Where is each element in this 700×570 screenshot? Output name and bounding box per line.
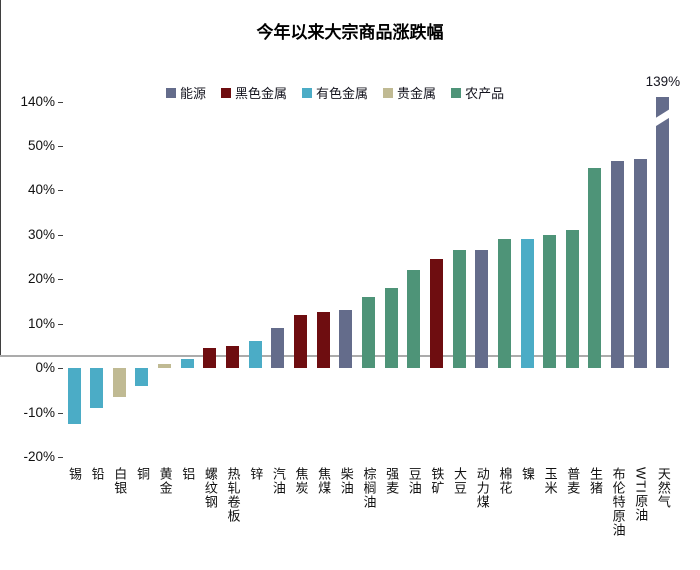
y-tick-label: -20% — [23, 449, 55, 464]
y-tick-label: 140% — [20, 94, 55, 109]
x-axis-label-23: 生猪 — [587, 467, 603, 495]
bar-26 — [656, 97, 670, 368]
bar-1 — [90, 368, 104, 409]
bar-24 — [611, 161, 625, 368]
legend-swatch-agricultural — [451, 87, 462, 98]
y-axis-tick — [58, 368, 63, 369]
legend-swatch-energy — [166, 87, 176, 98]
bar-15 — [407, 270, 421, 368]
x-axis-label-22: 普麦 — [565, 467, 581, 495]
bar-19 — [497, 238, 511, 368]
bar-0 — [67, 368, 81, 424]
bar-23 — [588, 167, 602, 368]
bar-5 — [180, 359, 194, 368]
x-axis-label-14: 强麦 — [384, 467, 400, 495]
y-tick-label: 0% — [35, 360, 55, 375]
bar-16 — [429, 258, 443, 368]
legend-item-nonferrous-metals: 有色金属 — [302, 83, 368, 102]
legend-swatch-ferrous-metals — [221, 87, 232, 98]
legend-item-precious-metals: 贵金属 — [383, 83, 436, 102]
legend-swatch-nonferrous-metals — [302, 87, 313, 98]
chart-legend: 能源 黑色金属 有色金属 贵金属 农产品 — [166, 83, 504, 102]
x-axis-label-10: 焦炭 — [293, 467, 309, 495]
x-axis-label-16: 铁矿 — [429, 467, 445, 495]
legend-label: 黑色金属 — [235, 86, 288, 101]
y-tick-label: 50% — [27, 137, 55, 153]
y-tick-label: -10% — [23, 404, 55, 420]
x-axis-label-18: 动力煤 — [474, 467, 490, 509]
legend-item-agricultural: 农产品 — [451, 83, 504, 102]
x-axis-label-3: 铜 — [134, 467, 150, 481]
legend-swatch-precious-metals — [383, 87, 394, 98]
y-axis-line — [0, 0, 1, 355]
x-axis-label-12: 柴油 — [338, 467, 354, 495]
x-axis-label-8: 锌 — [248, 467, 264, 481]
bar-13 — [361, 296, 375, 368]
x-axis-label-5: 铝 — [180, 467, 196, 481]
x-axis-label-1: 铅 — [89, 467, 105, 481]
bar-22 — [565, 230, 579, 368]
y-axis-tick — [58, 190, 63, 191]
y-tick-label: 40% — [27, 182, 55, 197]
legend-label: 农产品 — [465, 86, 505, 101]
x-axis-label-24: 布伦特原油 — [610, 467, 626, 537]
legend-item-energy: 能源 — [166, 83, 206, 102]
x-axis-label-21: 玉米 — [542, 467, 558, 495]
bar-9 — [271, 327, 285, 368]
bar-14 — [384, 287, 398, 368]
x-axis-label-20: 镍 — [520, 467, 535, 481]
y-axis-tick — [58, 102, 63, 103]
x-axis-label-26: 天然气 — [655, 467, 671, 509]
y-axis-tick — [58, 145, 63, 147]
bar-25 — [633, 158, 647, 368]
y-axis-tick — [58, 323, 63, 325]
bar-20 — [520, 238, 534, 368]
x-axis-label-7: 热轧卷板 — [225, 467, 241, 523]
x-axis-label-11: 焦煤 — [316, 467, 332, 495]
bar-3 — [135, 368, 149, 386]
legend-label: 有色金属 — [316, 86, 369, 101]
legend-label: 能源 — [180, 86, 207, 101]
y-axis-tick — [58, 412, 63, 414]
x-axis-label-4: 黄金 — [157, 467, 173, 495]
bar-7 — [226, 345, 240, 368]
x-axis-label-6: 螺纹钢 — [202, 467, 218, 509]
bar-4 — [158, 363, 172, 368]
y-axis-tick — [58, 457, 63, 458]
y-axis-tick — [58, 234, 63, 236]
bar-8 — [248, 341, 262, 368]
bar-data-label: 139% — [645, 74, 681, 89]
x-axis-label-13: 棕榈油 — [361, 467, 377, 509]
x-axis-label-9: 汽油 — [270, 467, 286, 495]
bar-18 — [475, 250, 489, 368]
y-axis-tick — [58, 279, 63, 280]
y-tick-label: 10% — [27, 315, 55, 331]
legend-label: 贵金属 — [397, 86, 437, 101]
y-tick-label: 20% — [27, 271, 55, 286]
y-tick-label: 30% — [27, 226, 55, 242]
bar-6 — [203, 347, 217, 368]
chart-title: 今年以来大宗商品涨跌幅 — [256, 23, 444, 42]
x-axis-label-25: WTI原油 — [633, 467, 649, 522]
bar-10 — [294, 314, 307, 368]
bar-17 — [452, 250, 466, 368]
bar-2 — [112, 368, 126, 397]
x-axis-label-19: 棉花 — [497, 467, 513, 495]
x-axis-label-2: 白银 — [112, 467, 128, 495]
bar-21 — [543, 234, 557, 368]
x-axis-label-15: 豆油 — [406, 467, 422, 495]
x-axis-label-0: 锡 — [67, 467, 82, 481]
bar-11 — [316, 312, 330, 368]
bar-12 — [339, 310, 353, 368]
x-axis-label-17: 大豆 — [452, 467, 468, 495]
legend-item-ferrous-metals: 黑色金属 — [221, 83, 287, 102]
